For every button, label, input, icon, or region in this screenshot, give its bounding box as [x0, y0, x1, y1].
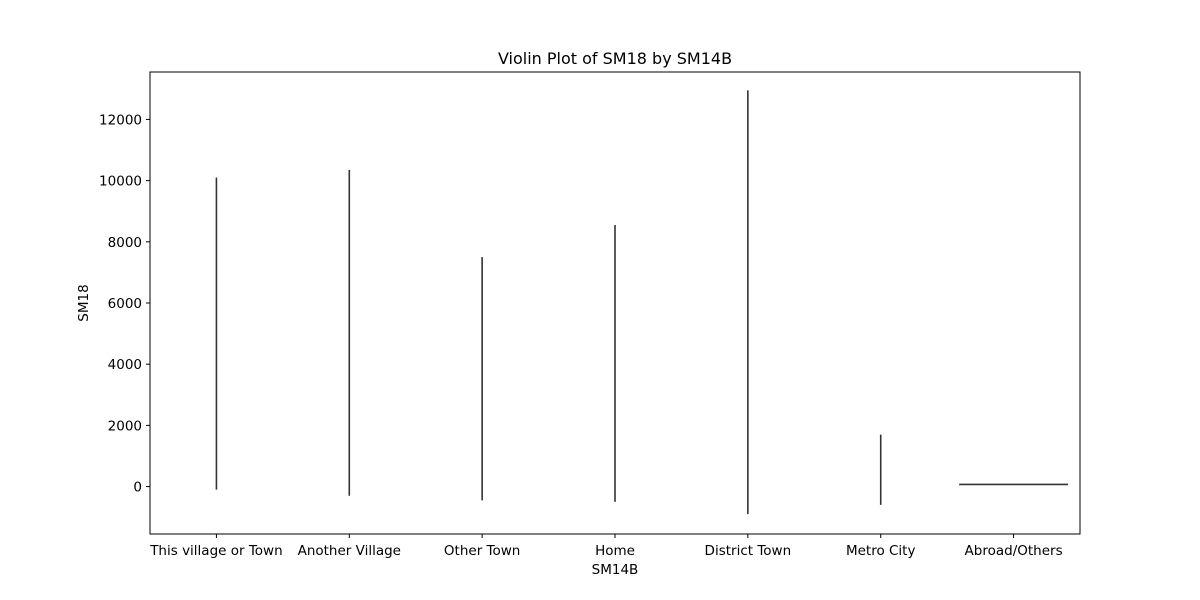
x-tick-label: Another Village	[298, 543, 401, 559]
chart-title: Violin Plot of SM18 by SM14B	[498, 49, 732, 68]
y-axis-title: SM18	[76, 284, 92, 321]
x-tick-label: District Town	[705, 543, 792, 559]
x-tick-label: Other Town	[444, 543, 520, 559]
x-tick-label: Metro City	[846, 543, 916, 559]
y-tick-label: 0	[133, 480, 142, 496]
x-tick-label: This village or Town	[149, 543, 282, 559]
y-axis: 0 2000 4000 6000 8000 10000 12000	[99, 112, 150, 496]
x-tick-label: Abroad/Others	[965, 543, 1063, 559]
y-tick-label: 12000	[99, 112, 142, 128]
y-tick-label: 6000	[108, 296, 142, 312]
violin-series	[215, 90, 1069, 515]
y-tick-label: 10000	[99, 174, 142, 190]
y-tick-label: 2000	[108, 418, 142, 434]
x-tick-label: Home	[595, 543, 635, 559]
x-axis-title: SM14B	[592, 562, 639, 578]
y-tick-label: 8000	[108, 235, 142, 251]
x-axis: This village or Town Another Village Other…	[149, 534, 1063, 559]
y-tick-label: 4000	[108, 357, 142, 373]
